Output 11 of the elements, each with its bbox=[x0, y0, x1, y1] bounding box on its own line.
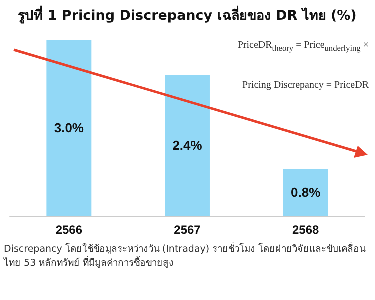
chart-title: รูปที่ 1 Pricing Discrepancy เฉลี่ยของ DR ไทย (%) bbox=[17, 4, 358, 26]
x-tick-label: 2566 bbox=[56, 223, 83, 237]
annotation: Pricing Discrepancy = PriceDR bbox=[242, 80, 369, 91]
annotation: PriceDR$_{theory}$ = Price$_{underlying}$ × bbox=[238, 40, 369, 53]
data-label: 2.4% bbox=[172, 138, 203, 154]
x-tick-label: 2568 bbox=[292, 223, 320, 237]
text: ไทย 53 หลักทรัพย์ ที่มีมูลค่าการซื้อขายสูง bbox=[4, 258, 174, 269]
data-label: 3.0% bbox=[54, 120, 84, 136]
data-label: 0.8% bbox=[291, 185, 322, 200]
x-tick-label: 2567 bbox=[174, 223, 202, 237]
text: Discrepancy โดยใช้ข้อมูลระหว่างวัน (Intraday) รายชั่วโมง โดยฝ่ายวิจัยและขับเคลื่อน bbox=[4, 244, 366, 255]
